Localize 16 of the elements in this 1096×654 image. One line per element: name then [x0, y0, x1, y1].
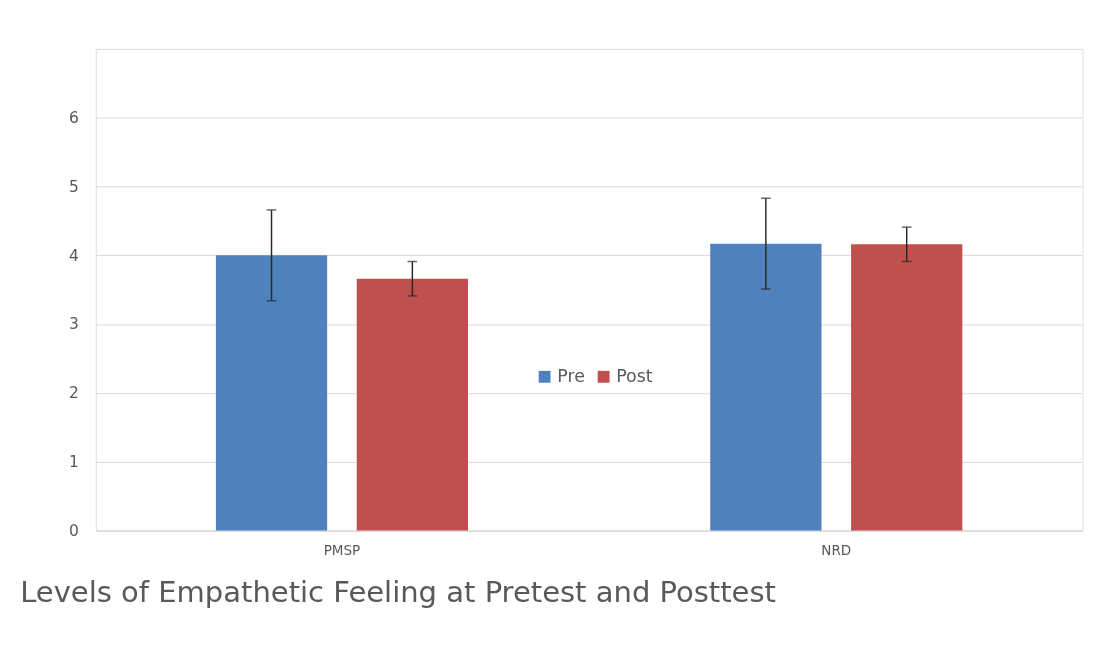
bar — [215, 255, 328, 531]
y-tick-label: 6 — [68, 109, 79, 128]
text: Levels of Empathetic Feeling at Pretest and Posttest — [20, 575, 776, 610]
y-tick-label: 1 — [68, 453, 79, 472]
x-tick-label: NRD — [821, 542, 852, 559]
legend-label: Post — [616, 365, 653, 386]
bar — [356, 278, 468, 531]
y-tick-label: 0 — [68, 521, 79, 540]
legend-label: Pre — [557, 365, 585, 386]
y-tick-label: 3 — [68, 315, 79, 334]
y-tick-label: 2 — [68, 384, 79, 403]
bar — [710, 243, 822, 531]
y-tick-label: 5 — [68, 177, 79, 196]
x-tick-label: PMSP — [323, 542, 361, 559]
y-tick-label: 4 — [68, 246, 79, 265]
bar — [851, 244, 963, 531]
